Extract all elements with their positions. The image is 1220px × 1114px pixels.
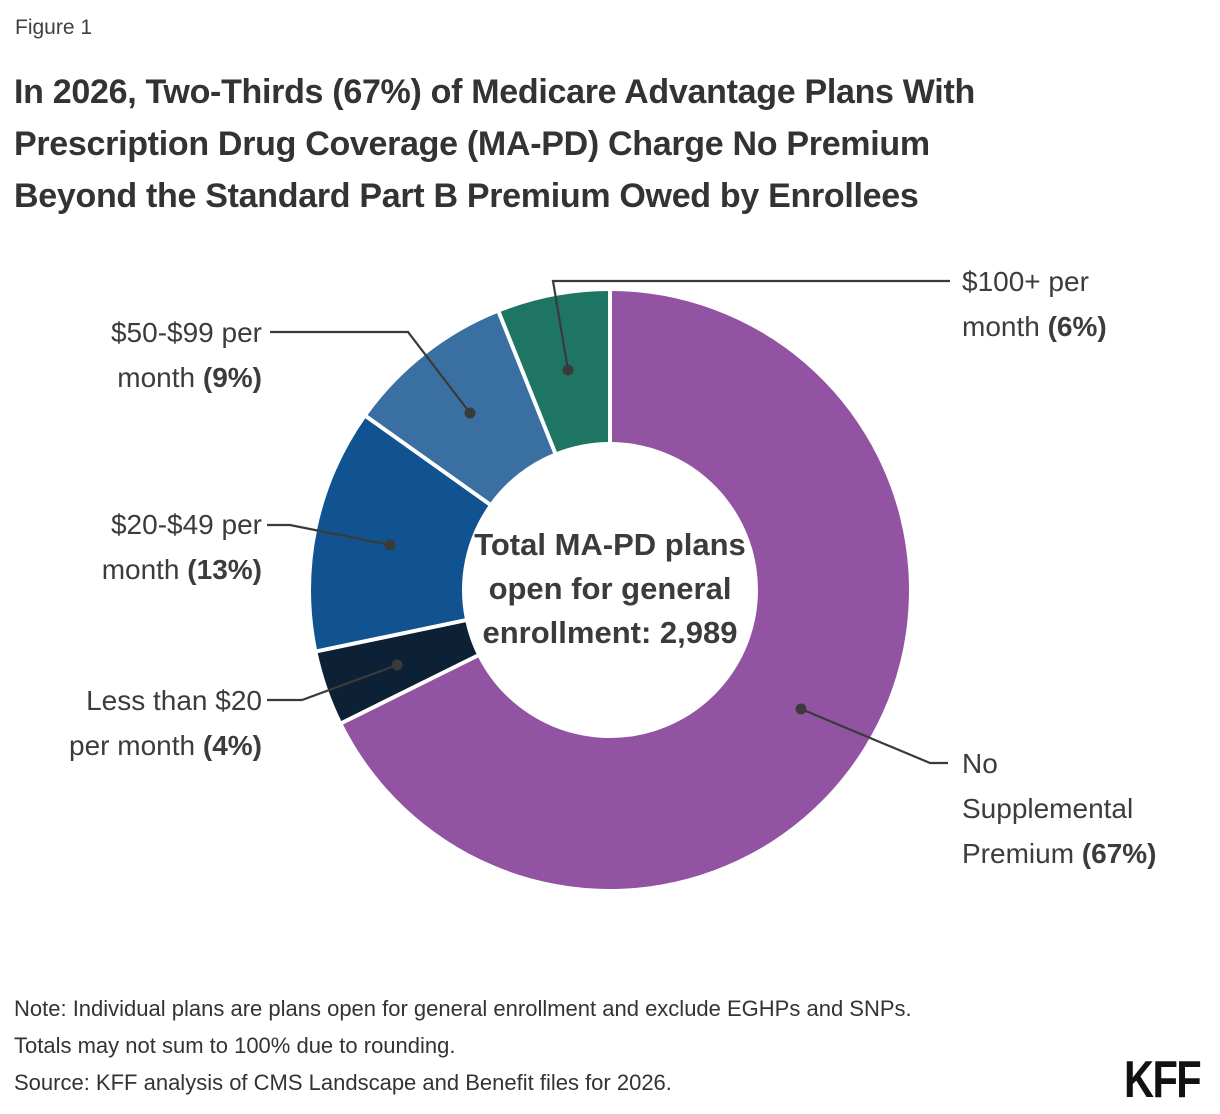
source-text: Source: KFF analysis of CMS Landscape an… [14,1070,672,1095]
donut-chart: Total MA-PD plans open for general enrol… [0,250,1220,980]
donut-slice-20-49-per-month [311,416,490,652]
slice-separator [338,652,481,726]
note-line-2: Totals may not sum to 100% due to roundi… [14,1033,456,1058]
slice-separator [495,308,558,457]
center-label-line-3: enrollment: 2,989 [482,615,738,650]
slice-separator [362,413,494,508]
leader-line-50-99-per-month [270,330,471,414]
donut-slice-no-supplemental-premium [342,291,909,889]
donut-slice-less-than-20-per-month [317,620,478,723]
leader-line-no-supplemental-premium [800,707,948,765]
leader-dot-50-99-per-month [464,407,476,419]
donut-slice-100-per-month [498,291,610,453]
label-50-99-per-month: $50-$99 per month (9%) [110,317,262,393]
note-line-1: Note: Individual plans are plans open fo… [14,996,912,1021]
kff-logo: KFF [1123,1051,1202,1109]
note-text: Note: Individual plans are plans open fo… [14,990,912,1064]
label-100-plus-per-month: $100+ per month (6%) [962,266,1107,342]
leader-line-20-49-per-month [267,523,391,547]
slice-separator [313,617,469,654]
leader-dot-20-49-per-month [384,539,396,551]
donut-center-label: Total MA-PD plans open for general enrol… [330,523,890,655]
page-title: In 2026, Two-Thirds (67%) of Medicare Ad… [14,66,1206,222]
title-line-3: Beyond the Standard Part B Premium Owed … [14,177,919,215]
leader-dot-less-than-20-per-month [391,659,403,671]
center-label-line-1: Total MA-PD plans [474,527,746,562]
leader-line-less-than-20-per-month [267,663,398,702]
label-no-supplemental-premium: No Supplemental Premium (67%) [962,748,1157,869]
leader-line-100-per-month [551,279,950,371]
title-line-2: Prescription Drug Coverage (MA-PD) Charg… [14,125,930,163]
label-less-than-20-per-month: Less than $20 per month (4%) [69,685,262,761]
leader-dot-no-supplemental-premium [795,703,807,715]
title-line-1: In 2026, Two-Thirds (67%) of Medicare Ad… [14,73,975,111]
label-20-49-per-month: $20-$49 per month (13%) [101,509,262,585]
figure-label: Figure 1 [15,16,93,39]
leader-dot-100-per-month [562,364,574,376]
donut-svg [267,279,950,889]
donut-slice-50-99-per-month [366,312,555,505]
center-label-line-2: open for general [488,571,732,606]
